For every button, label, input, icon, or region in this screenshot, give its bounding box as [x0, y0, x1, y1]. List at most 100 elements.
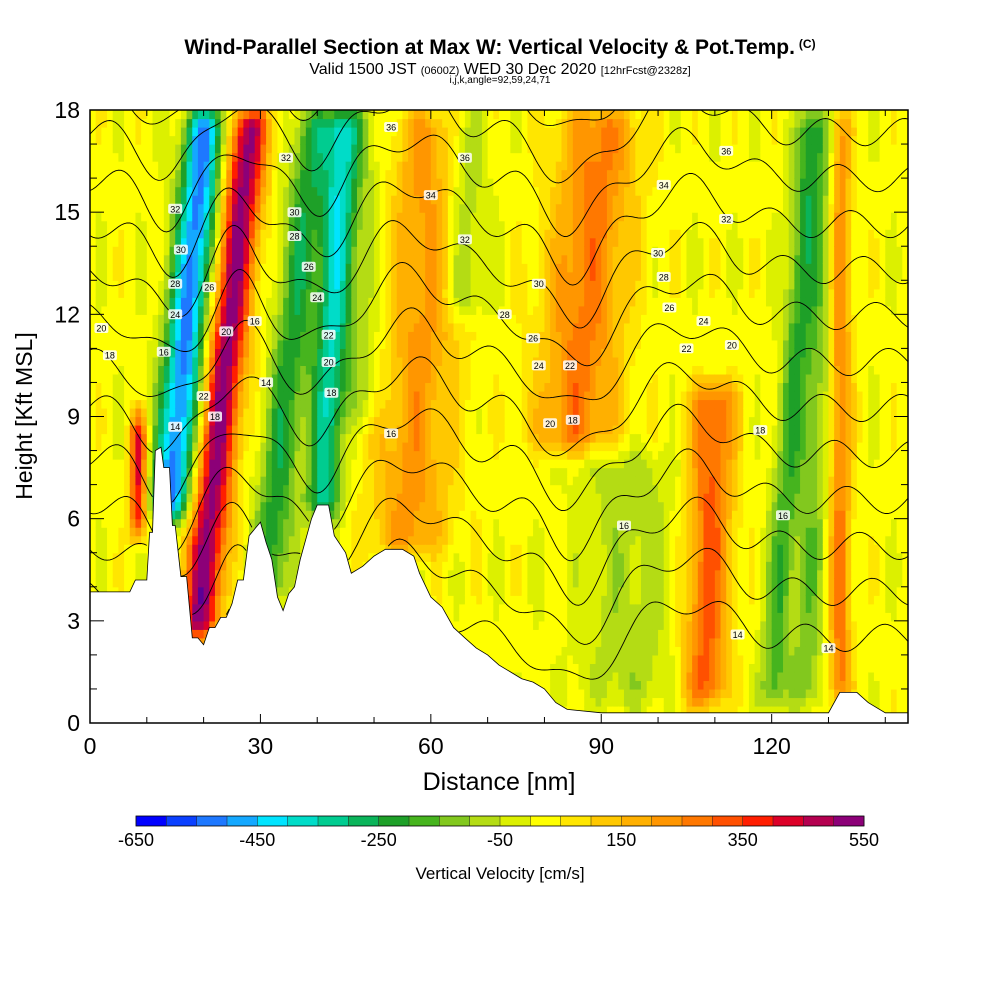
velocity-cell	[112, 152, 119, 162]
velocity-cell	[135, 527, 142, 537]
velocity-cell	[226, 484, 233, 494]
velocity-cell	[152, 254, 159, 264]
velocity-cell	[175, 212, 182, 222]
velocity-cell	[112, 425, 119, 435]
velocity-cell	[385, 297, 392, 307]
velocity-cell	[163, 263, 171, 273]
velocity-cell	[129, 390, 137, 401]
velocity-cell	[453, 237, 460, 247]
velocity-cell	[447, 425, 455, 435]
velocity-cell	[317, 356, 324, 367]
velocity-cell	[243, 476, 250, 486]
velocity-cell	[203, 467, 210, 477]
velocity-cell	[175, 459, 182, 469]
velocity-cell	[146, 442, 154, 452]
velocity-cell	[453, 288, 460, 298]
velocity-cell	[334, 263, 341, 273]
velocity-cell	[192, 595, 199, 605]
velocity-cell	[351, 365, 358, 375]
velocity-cell	[129, 561, 137, 571]
velocity-cell	[220, 161, 227, 171]
velocity-cell	[163, 382, 171, 392]
velocity-cell	[169, 195, 176, 205]
velocity-cell	[413, 425, 421, 435]
velocity-cell	[430, 254, 438, 264]
velocity-cell	[249, 237, 256, 247]
velocity-cell	[442, 127, 449, 137]
velocity-cell	[379, 271, 386, 281]
velocity-cell	[339, 288, 347, 298]
velocity-cell	[271, 271, 279, 281]
velocity-cell	[453, 459, 460, 469]
velocity-cell	[283, 314, 290, 324]
velocity-cell	[192, 467, 199, 477]
velocity-cell	[351, 356, 358, 367]
velocity-cell	[232, 527, 239, 537]
velocity-cell	[311, 348, 318, 358]
velocity-cell	[396, 407, 404, 418]
velocity-cell	[453, 195, 460, 205]
velocity-cell	[305, 144, 313, 154]
velocity-cell	[442, 161, 449, 171]
velocity-cell	[214, 237, 222, 247]
velocity-cell	[305, 297, 313, 307]
velocity-cell	[419, 118, 426, 128]
velocity-cell	[197, 263, 205, 273]
velocity-cell	[453, 425, 460, 435]
velocity-cell	[356, 186, 364, 196]
velocity-cell	[419, 195, 426, 205]
velocity-cell	[146, 501, 154, 511]
velocity-cell	[141, 527, 148, 537]
velocity-cell	[402, 263, 409, 273]
velocity-cell	[476, 246, 483, 256]
velocity-cell	[283, 212, 290, 222]
velocity-cell	[271, 518, 279, 528]
velocity-cell	[141, 237, 148, 247]
velocity-cell	[107, 459, 114, 469]
velocity-cell	[152, 373, 159, 384]
velocity-cell	[300, 254, 307, 264]
velocity-cell	[413, 297, 421, 307]
velocity-cell	[197, 246, 205, 256]
velocity-cell	[339, 527, 347, 537]
velocity-cell	[260, 322, 267, 332]
velocity-cell	[362, 127, 369, 137]
velocity-cell	[249, 382, 256, 392]
velocity-cell	[232, 518, 239, 528]
velocity-cell	[459, 416, 466, 426]
velocity-cell	[90, 535, 97, 545]
velocity-cell	[197, 612, 205, 622]
velocity-cell	[112, 220, 119, 230]
velocity-cell	[107, 237, 114, 247]
velocity-cell	[464, 348, 472, 358]
velocity-cell	[101, 229, 108, 239]
velocity-cell	[305, 356, 313, 367]
velocity-cell	[464, 280, 472, 290]
velocity-cell	[186, 135, 193, 145]
velocity-cell	[129, 322, 137, 332]
velocity-cell	[277, 425, 284, 435]
velocity-cell	[175, 535, 182, 545]
velocity-cell	[385, 203, 392, 213]
velocity-cell	[408, 544, 415, 554]
velocity-cell	[129, 544, 137, 554]
grid-index-note: i,j,k,angle=92,59,24,71	[449, 75, 551, 86]
velocity-cell	[447, 212, 455, 222]
velocity-cell	[163, 322, 171, 332]
velocity-cell	[442, 544, 449, 554]
velocity-cell	[402, 527, 409, 537]
velocity-cell	[419, 237, 426, 247]
velocity-cell	[124, 459, 131, 469]
velocity-cell	[152, 203, 159, 213]
velocity-cell	[203, 195, 210, 205]
velocity-cell	[368, 280, 375, 290]
velocity-cell	[180, 178, 188, 188]
velocity-cell	[294, 331, 301, 341]
velocity-cell	[447, 612, 455, 622]
velocity-cell	[112, 186, 119, 196]
velocity-cell	[419, 501, 426, 511]
velocity-cell	[232, 203, 239, 213]
velocity-cell	[447, 552, 455, 562]
velocity-cell	[226, 442, 233, 452]
velocity-cell	[209, 331, 216, 341]
